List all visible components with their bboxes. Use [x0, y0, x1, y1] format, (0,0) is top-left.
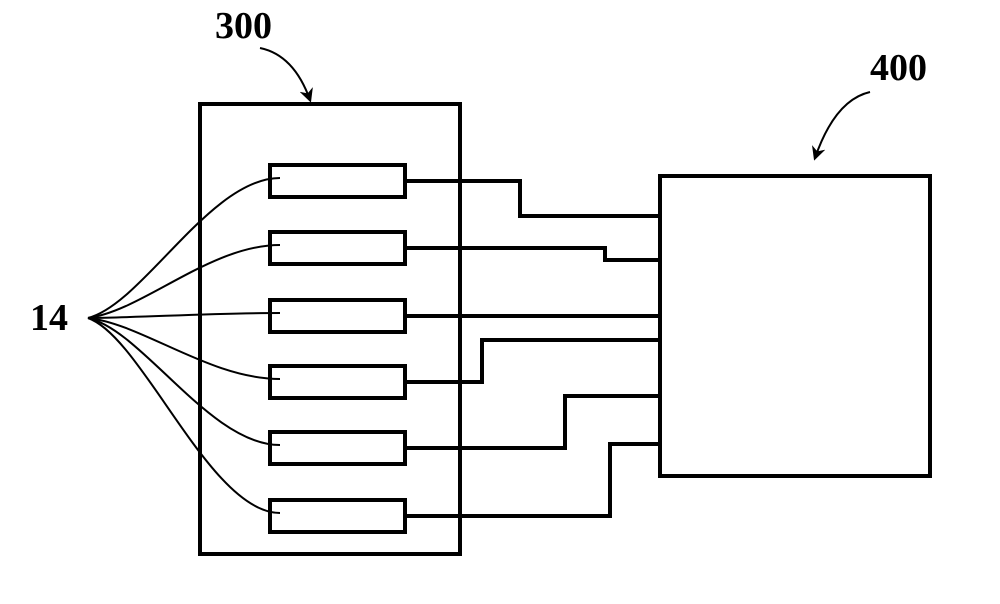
label_14: 14 — [30, 297, 68, 339]
label_300: 300 — [215, 5, 272, 47]
leader-14-4 — [88, 318, 280, 379]
leader-14-2 — [88, 245, 280, 318]
connection-2 — [405, 248, 660, 260]
block-400 — [660, 176, 930, 476]
connection-1 — [405, 181, 660, 216]
leader-14-3 — [88, 313, 280, 318]
connection-4 — [405, 340, 660, 382]
sub-rect-4 — [270, 366, 405, 398]
leader-14-6 — [88, 318, 280, 513]
connection-5 — [405, 396, 660, 448]
sub-rect-1 — [270, 165, 405, 197]
sub-rect-3 — [270, 300, 405, 332]
connection-6 — [405, 444, 660, 516]
sub-rect-6 — [270, 500, 405, 532]
label-400-arrow — [815, 92, 870, 158]
sub-rect-2 — [270, 232, 405, 264]
label_400: 400 — [870, 47, 927, 89]
sub-rect-5 — [270, 432, 405, 464]
leader-14-5 — [88, 318, 280, 445]
label-300-arrow — [260, 48, 310, 100]
block-300 — [200, 104, 460, 554]
